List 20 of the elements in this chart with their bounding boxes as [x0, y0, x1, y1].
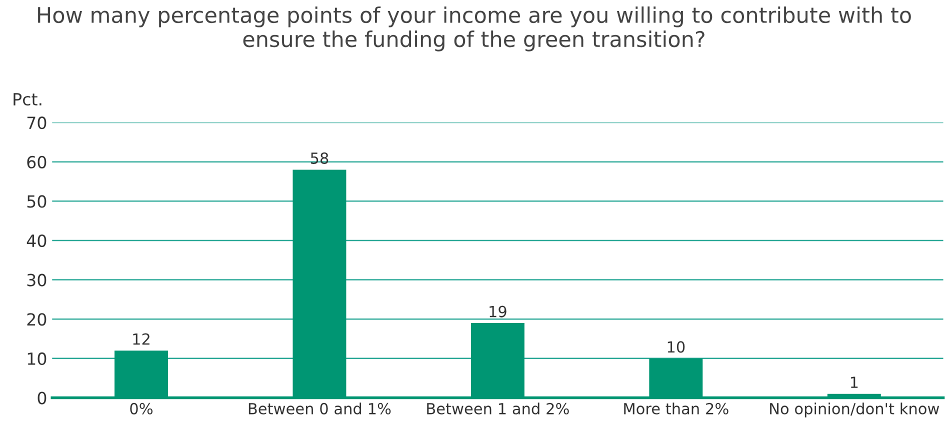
y-tick-label: 70	[27, 116, 46, 130]
y-tick-label: 10	[28, 352, 46, 366]
x-tick-label: More than 2%	[624, 402, 728, 414]
y-tick-label: 50	[27, 195, 46, 208]
x-tick-label: No opinion/don't know	[770, 402, 940, 418]
data-label: 12	[133, 333, 150, 345]
data-label: 19	[490, 306, 506, 318]
data-label: 10	[668, 341, 685, 353]
y-tick-label: 30	[27, 274, 46, 286]
y-tick-label: 0	[38, 392, 46, 404]
x-tick-label: 0%	[130, 402, 153, 414]
x-tick-label: Between 0 and 1%	[248, 402, 391, 414]
y-tick-label: 20	[27, 313, 46, 326]
data-label: 1	[850, 376, 858, 388]
y-tick-label: 40	[26, 234, 46, 248]
chart-title: How many percentage points of your income are you willing to contribute with to ensure the funding of the green transition?	[38, 6, 911, 52]
x-tick-label: Between 1 and 2%	[427, 402, 569, 414]
data-label: 58	[310, 152, 328, 164]
y-tick-label: 60	[27, 156, 46, 168]
y-axis-title: Pct.	[14, 93, 42, 106]
